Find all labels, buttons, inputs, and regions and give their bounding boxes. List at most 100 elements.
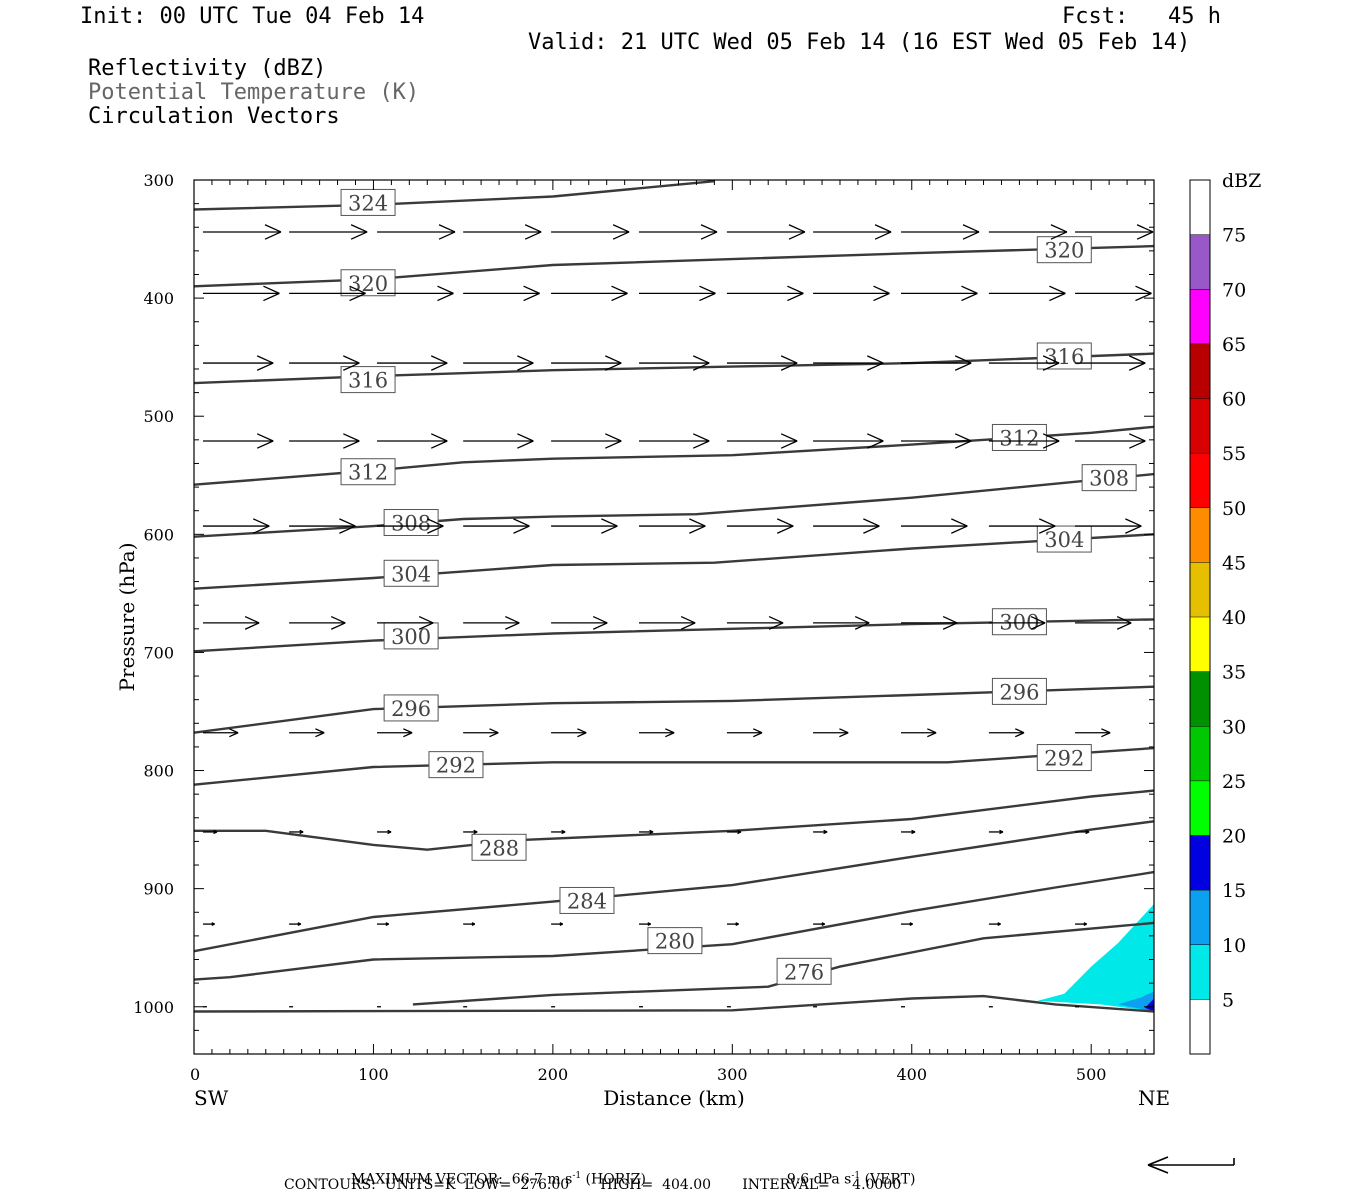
vector-arrow — [988, 355, 1060, 371]
vector-arrow — [377, 285, 454, 302]
colorbar-label: 50 — [1222, 498, 1246, 520]
contour-label: 296 — [999, 680, 1039, 704]
contour-label-box — [340, 366, 396, 394]
vector-arrow — [813, 355, 884, 371]
vector-arrow — [463, 615, 520, 630]
y-tick-label: 1000 — [133, 998, 174, 1017]
vector-arrow — [1075, 285, 1152, 302]
vector-arrow — [463, 922, 476, 926]
vector-arrow — [813, 829, 828, 835]
y-tick-label: 900 — [143, 880, 174, 899]
vector-arrow — [377, 518, 444, 534]
vector-arrow — [1075, 224, 1154, 240]
colorbar-label: 40 — [1222, 607, 1246, 629]
colorbar-segment — [1190, 453, 1210, 508]
vector-arrow — [900, 829, 916, 835]
y-axis-label: Pressure (hPa) — [115, 543, 139, 692]
y-tick-label: 400 — [143, 289, 174, 308]
vector-arrow — [988, 224, 1068, 240]
vector-arrow — [377, 355, 448, 371]
contour-label: 316 — [348, 369, 388, 393]
vector-arrow — [289, 728, 325, 738]
vector-arrow — [726, 922, 739, 926]
vector-arrow — [551, 224, 630, 240]
vector-arrow — [289, 615, 346, 630]
vector-arrow — [1075, 355, 1146, 371]
x-end-label-right: NE — [1138, 1086, 1170, 1110]
vector-arrow — [1075, 615, 1132, 630]
vector-arrow — [639, 433, 710, 449]
contour-label-box — [1036, 236, 1092, 264]
colorbar-segment — [1190, 398, 1210, 454]
y-tick-label: 800 — [143, 762, 174, 781]
contour-272 — [193, 994, 1155, 1013]
vector-arrow — [551, 922, 564, 926]
colorbar-segment — [1190, 180, 1210, 235]
vector-arrow — [726, 829, 742, 835]
vector-arrow — [377, 728, 413, 738]
colorbar-segment — [1190, 890, 1210, 945]
contour-316 — [193, 352, 1155, 385]
vector-arrow — [988, 728, 1025, 738]
colorbar-label: 25 — [1222, 771, 1246, 793]
x-tick-label: 300 — [717, 1065, 748, 1084]
max-vector-vert-value: 9.6 dPa s — [786, 1171, 852, 1188]
colorbar-label: 10 — [1222, 935, 1246, 957]
colorbar-segment — [1190, 726, 1210, 781]
vector-arrow — [1075, 518, 1142, 534]
vector-arrow — [463, 433, 534, 449]
colorbar-segment — [1190, 671, 1210, 727]
contour-label: 312 — [348, 461, 388, 485]
vector-arrow — [551, 355, 622, 371]
colorbar-label: 75 — [1222, 225, 1246, 247]
vector-arrow — [813, 922, 826, 926]
contour-label-box — [647, 927, 703, 955]
colorbar-unit: dBZ — [1222, 170, 1261, 192]
contour-label: 312 — [999, 426, 1039, 450]
contour-292 — [193, 746, 1155, 786]
vector-arrow — [289, 829, 304, 835]
x-tick-label: 400 — [896, 1065, 927, 1084]
vector-arrow — [377, 922, 389, 926]
vector-arrow — [726, 728, 763, 738]
contour-324 — [193, 180, 715, 211]
vector-arrow — [900, 615, 958, 630]
vector-arrow — [813, 615, 870, 630]
contour-304 — [193, 533, 1155, 590]
vector-arrow — [202, 433, 274, 449]
vector-arrow — [900, 355, 972, 371]
field-reflectivity: Reflectivity (dBZ) — [88, 56, 327, 81]
vector-arrow — [813, 728, 849, 738]
contour-label-box — [383, 622, 439, 650]
vector-arrow — [202, 922, 215, 926]
colorbar: 5 10 15 20 25 30 35 40 45 50 55 60 65 70 75 — [1189, 179, 1246, 1055]
vector-arrow — [202, 615, 260, 630]
contour-label-box — [559, 886, 615, 914]
colorbar-label: 60 — [1222, 389, 1246, 411]
vector-arrow — [202, 728, 239, 738]
contour-label: 308 — [391, 512, 431, 536]
colorbar-segment — [1190, 234, 1210, 290]
theta-contours: 3243203203163163123123083083043043003002… — [193, 180, 1155, 1013]
colorbar-segment — [1190, 835, 1210, 891]
vector-arrow — [639, 615, 696, 630]
contour-label: 288 — [479, 836, 519, 860]
x-end-label-left: SW — [194, 1086, 229, 1110]
vector-arrow — [900, 922, 913, 926]
contour-label-box — [991, 608, 1047, 636]
contour-label: 304 — [1044, 528, 1084, 552]
vector-arrow — [463, 829, 478, 835]
vector-arrow — [639, 922, 651, 926]
contour-320 — [193, 244, 1155, 288]
vector-arrow — [1075, 922, 1088, 926]
vector-arrow — [202, 518, 270, 534]
vector-arrow — [463, 355, 534, 371]
y-tick-label: 700 — [143, 643, 174, 662]
vector-arrow — [289, 518, 356, 534]
contour-284 — [193, 820, 1155, 953]
colorbar-segment — [1190, 780, 1210, 836]
vector-arrow — [726, 518, 794, 534]
vector-arrow — [463, 518, 530, 534]
valid-time: Valid: 21 UTC Wed 05 Feb 14 (16 EST Wed … — [528, 30, 1191, 55]
contour-label-box — [991, 423, 1047, 451]
